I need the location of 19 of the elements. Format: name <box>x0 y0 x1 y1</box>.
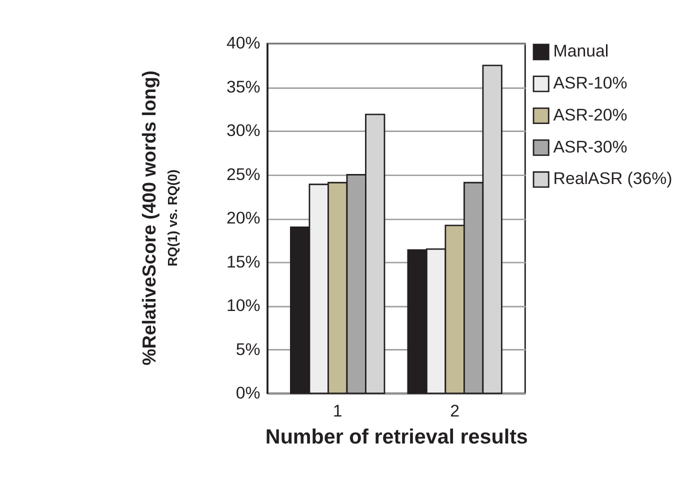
legend-label: ASR-30% <box>553 137 628 156</box>
legend-label: RealASR (36%) <box>553 169 672 188</box>
y-tick-label: 15% <box>226 252 260 272</box>
x-axis-title: Number of retrieval results <box>265 426 528 449</box>
legend-label: ASR-20% <box>553 105 628 124</box>
x-tick-label: 1 <box>332 401 342 420</box>
y-tick-label: 40% <box>226 34 260 53</box>
y-tick-label: 10% <box>226 296 260 316</box>
legend-label: Manual <box>553 42 609 61</box>
y-tick-label: 0% <box>236 384 260 403</box>
y-tick-label: 30% <box>226 121 260 140</box>
legend-label: ASR-10% <box>553 74 628 93</box>
y-tick-label: 25% <box>226 164 260 184</box>
y-tick-label: 5% <box>236 340 260 359</box>
text: RQ(1) vs. RQ(0) <box>165 170 180 266</box>
y-tick-label: 20% <box>226 208 260 228</box>
y-tick-label: 35% <box>226 77 260 96</box>
y-axis-title: %RelativeScore (400 words long) <box>138 70 160 366</box>
x-tick-label: 2 <box>450 401 460 420</box>
